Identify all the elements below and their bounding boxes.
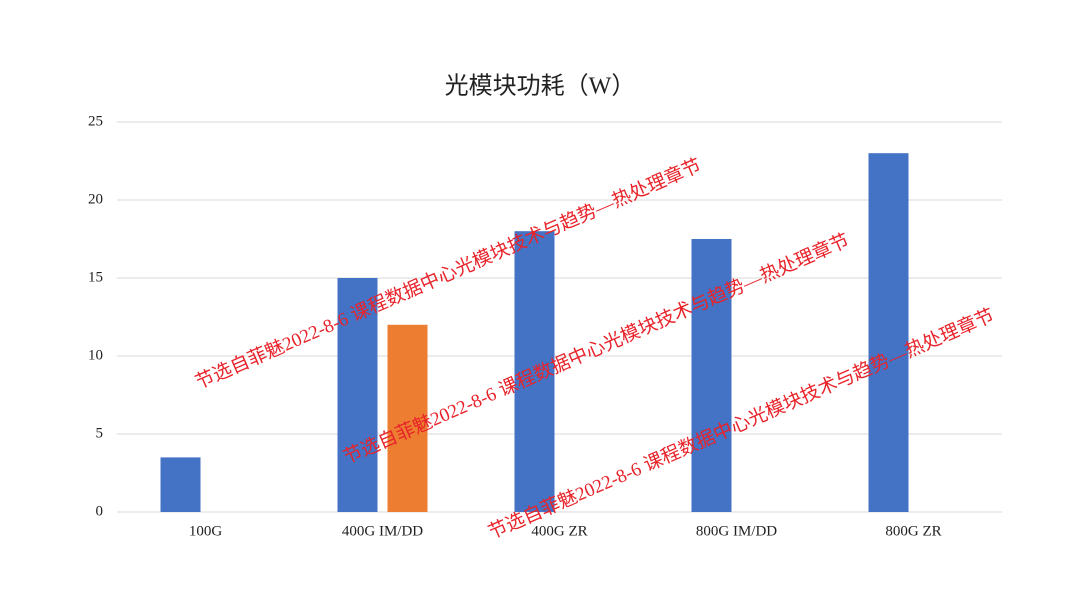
bar [691, 239, 732, 512]
watermark: 节选自菲魅2022-8-6 课程数据中心光模块技术与趋势—热处理章节 [192, 154, 705, 393]
y-tick-label: 0 [96, 503, 104, 519]
x-tick-label: 800G IM/DD [696, 523, 777, 539]
y-tick-label: 15 [88, 269, 103, 285]
y-tick-label: 5 [96, 425, 104, 441]
x-tick-label: 100G [189, 523, 223, 539]
bar [868, 153, 909, 512]
bar [387, 324, 428, 512]
x-tick-label: 800G ZR [885, 523, 941, 539]
x-tick-label: 400G ZR [531, 523, 587, 539]
x-tick-label: 400G IM/DD [342, 523, 423, 539]
chart-title: 光模块功耗（W） [445, 73, 636, 100]
y-tick-label: 10 [88, 347, 103, 363]
bar [160, 457, 201, 512]
watermark: 节选自菲魅2022-8-6 课程数据中心光模块技术与趋势—热处理章节 [485, 304, 998, 543]
y-tick-label: 25 [88, 113, 103, 129]
bar [337, 278, 378, 512]
y-tick-label: 20 [88, 191, 103, 207]
bar [514, 231, 555, 512]
